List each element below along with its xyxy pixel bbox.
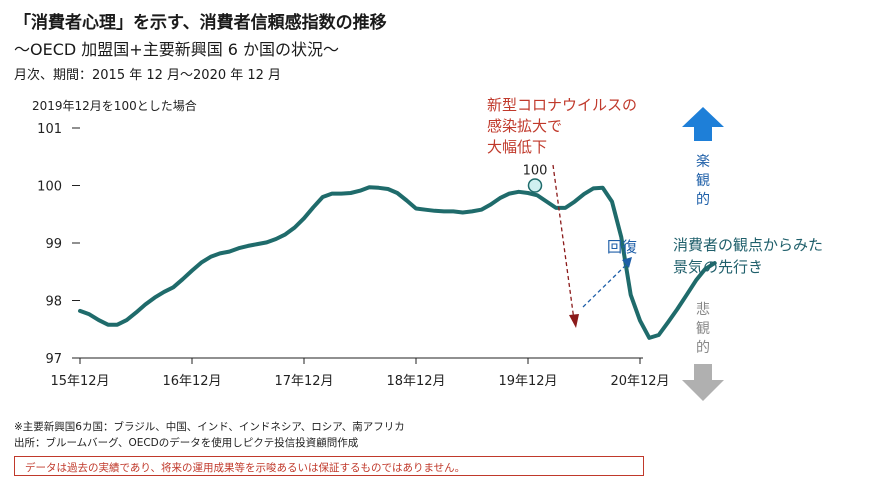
recovery-arrow (582, 263, 628, 308)
drop-annotation-line-1: 新型コロナウイルスの (487, 96, 637, 114)
y-tick-label: 97 (45, 352, 62, 367)
y-axis-label: 2019年12月を100とした場合 (32, 98, 197, 113)
x-tick-label: 17年12月 (274, 374, 333, 389)
drop-annotation-line-3: 大幅低下 (487, 138, 547, 156)
disclaimer-box: データは過去の実績であり、将来の運用成果等を示唆あるいは保証するものではありませ… (14, 456, 644, 476)
drop-arrow-head (569, 314, 579, 328)
y-tick-label: 98 (45, 295, 62, 310)
y-tick-label: 100 (37, 180, 62, 195)
optimistic-char-3: 的 (696, 192, 710, 208)
chart-title: 「消費者心理」を示す、消費者信頼感指数の推移 (14, 13, 387, 33)
x-tick-label: 15年12月 (50, 374, 109, 389)
x-ticks: 15年12月 16年12月 17年12月 18年12月 19年12月 20年12月 (50, 358, 670, 389)
peak-label: 100 (523, 164, 548, 179)
peak-marker (527, 178, 543, 193)
recovery-label: 回復 (607, 238, 637, 256)
optimistic-char-2: 観 (696, 172, 710, 189)
pessimistic-char-2: 観 (696, 320, 710, 337)
optimistic-char-1: 楽 (696, 154, 710, 170)
drop-arrow (552, 164, 575, 321)
pessimistic-char-1: 悲 (696, 301, 710, 318)
recovery-arrow-head (622, 257, 632, 268)
footnote-emerging: ※主要新興国6カ国：ブラジル、中国、インド、インドネシア、ロシア、南アフリカ (14, 421, 405, 433)
footnote-source: 出所：ブルームバーグ、OECDのデータを使用しピクテ投信投資顧問作成 (14, 437, 359, 449)
series-label-line-2: 景気の先行き (673, 258, 763, 276)
series-label-line-1: 消費者の観点からみた (673, 236, 823, 254)
x-tick-label: 19年12月 (498, 374, 557, 389)
y-tick-label: 99 (45, 237, 62, 252)
drop-annotation: 新型コロナウイルスの 感染拡大で 大幅低下 (487, 96, 637, 156)
chart-period: 月次、期間：2015 年 12 月～2020 年 12 月 (14, 68, 282, 83)
pessimistic-char-3: 的 (696, 340, 710, 356)
optimistic-arrow-icon (682, 107, 724, 141)
y-tick-label: 101 (37, 122, 62, 137)
chart-subtitle: ～OECD 加盟国+主要新興国 6 か国の状況～ (14, 40, 340, 59)
x-tick-label: 18年12月 (386, 374, 445, 389)
x-tick-label: 16年12月 (162, 374, 221, 389)
y-ticks: 97 98 99 100 101 (37, 122, 80, 367)
series-line (78, 185, 717, 340)
x-tick-label: 20年12月 (610, 374, 669, 389)
drop-annotation-line-2: 感染拡大で (487, 117, 562, 135)
pessimistic-arrow-icon (682, 364, 724, 401)
